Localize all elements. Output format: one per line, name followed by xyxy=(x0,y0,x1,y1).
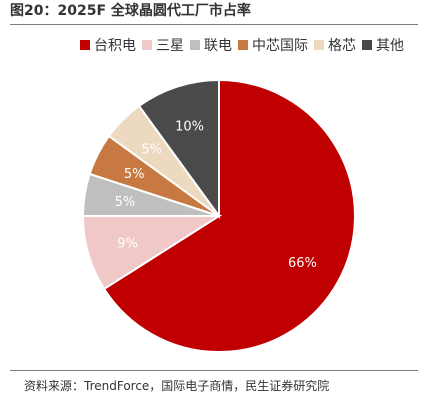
legend-item-2: 联电 xyxy=(190,35,232,55)
legend-item-0: 台积电 xyxy=(80,35,136,55)
pie-slice-0 xyxy=(102,78,356,353)
slice-label-2: 5% xyxy=(115,195,136,210)
legend-swatch-1 xyxy=(142,40,152,50)
legend-swatch-2 xyxy=(190,40,200,50)
legend-swatch-5 xyxy=(362,40,372,50)
chart-legend: 台积电 三星 联电 中芯国际 格芯 其他 xyxy=(80,36,410,54)
slice-label-4: 5% xyxy=(141,143,162,158)
legend-label-4: 格芯 xyxy=(328,38,356,54)
legend-swatch-3 xyxy=(238,40,248,50)
chart-title: 图20：2025F 全球晶圆代工厂市占率 xyxy=(10,3,251,19)
legend-label-3: 中芯国际 xyxy=(252,38,308,54)
slice-label-1: 9% xyxy=(117,237,138,252)
slice-label-3: 5% xyxy=(124,167,145,182)
slice-label-0: 66% xyxy=(288,256,317,271)
legend-label-2: 联电 xyxy=(204,38,232,54)
legend-swatch-4 xyxy=(314,40,324,50)
legend-item-3: 中芯国际 xyxy=(238,35,308,55)
legend-swatch-0 xyxy=(80,40,90,50)
legend-item-1: 三星 xyxy=(142,35,184,55)
slice-label-5: 10% xyxy=(175,119,204,134)
pie-chart: 66% 9% 5% 5% 5% 10% xyxy=(81,78,356,353)
top-rule xyxy=(10,24,418,25)
source-note: 资料来源：TrendForce，国际电子商情，民生证券研究院 xyxy=(24,379,330,393)
bottom-rule xyxy=(10,370,418,371)
legend-item-5: 其他 xyxy=(362,35,404,55)
pie-slice-5 xyxy=(137,78,220,220)
legend-label-1: 三星 xyxy=(156,38,184,54)
legend-item-4: 格芯 xyxy=(314,35,356,55)
legend-label-5: 其他 xyxy=(376,38,404,54)
legend-label-0: 台积电 xyxy=(94,38,136,54)
